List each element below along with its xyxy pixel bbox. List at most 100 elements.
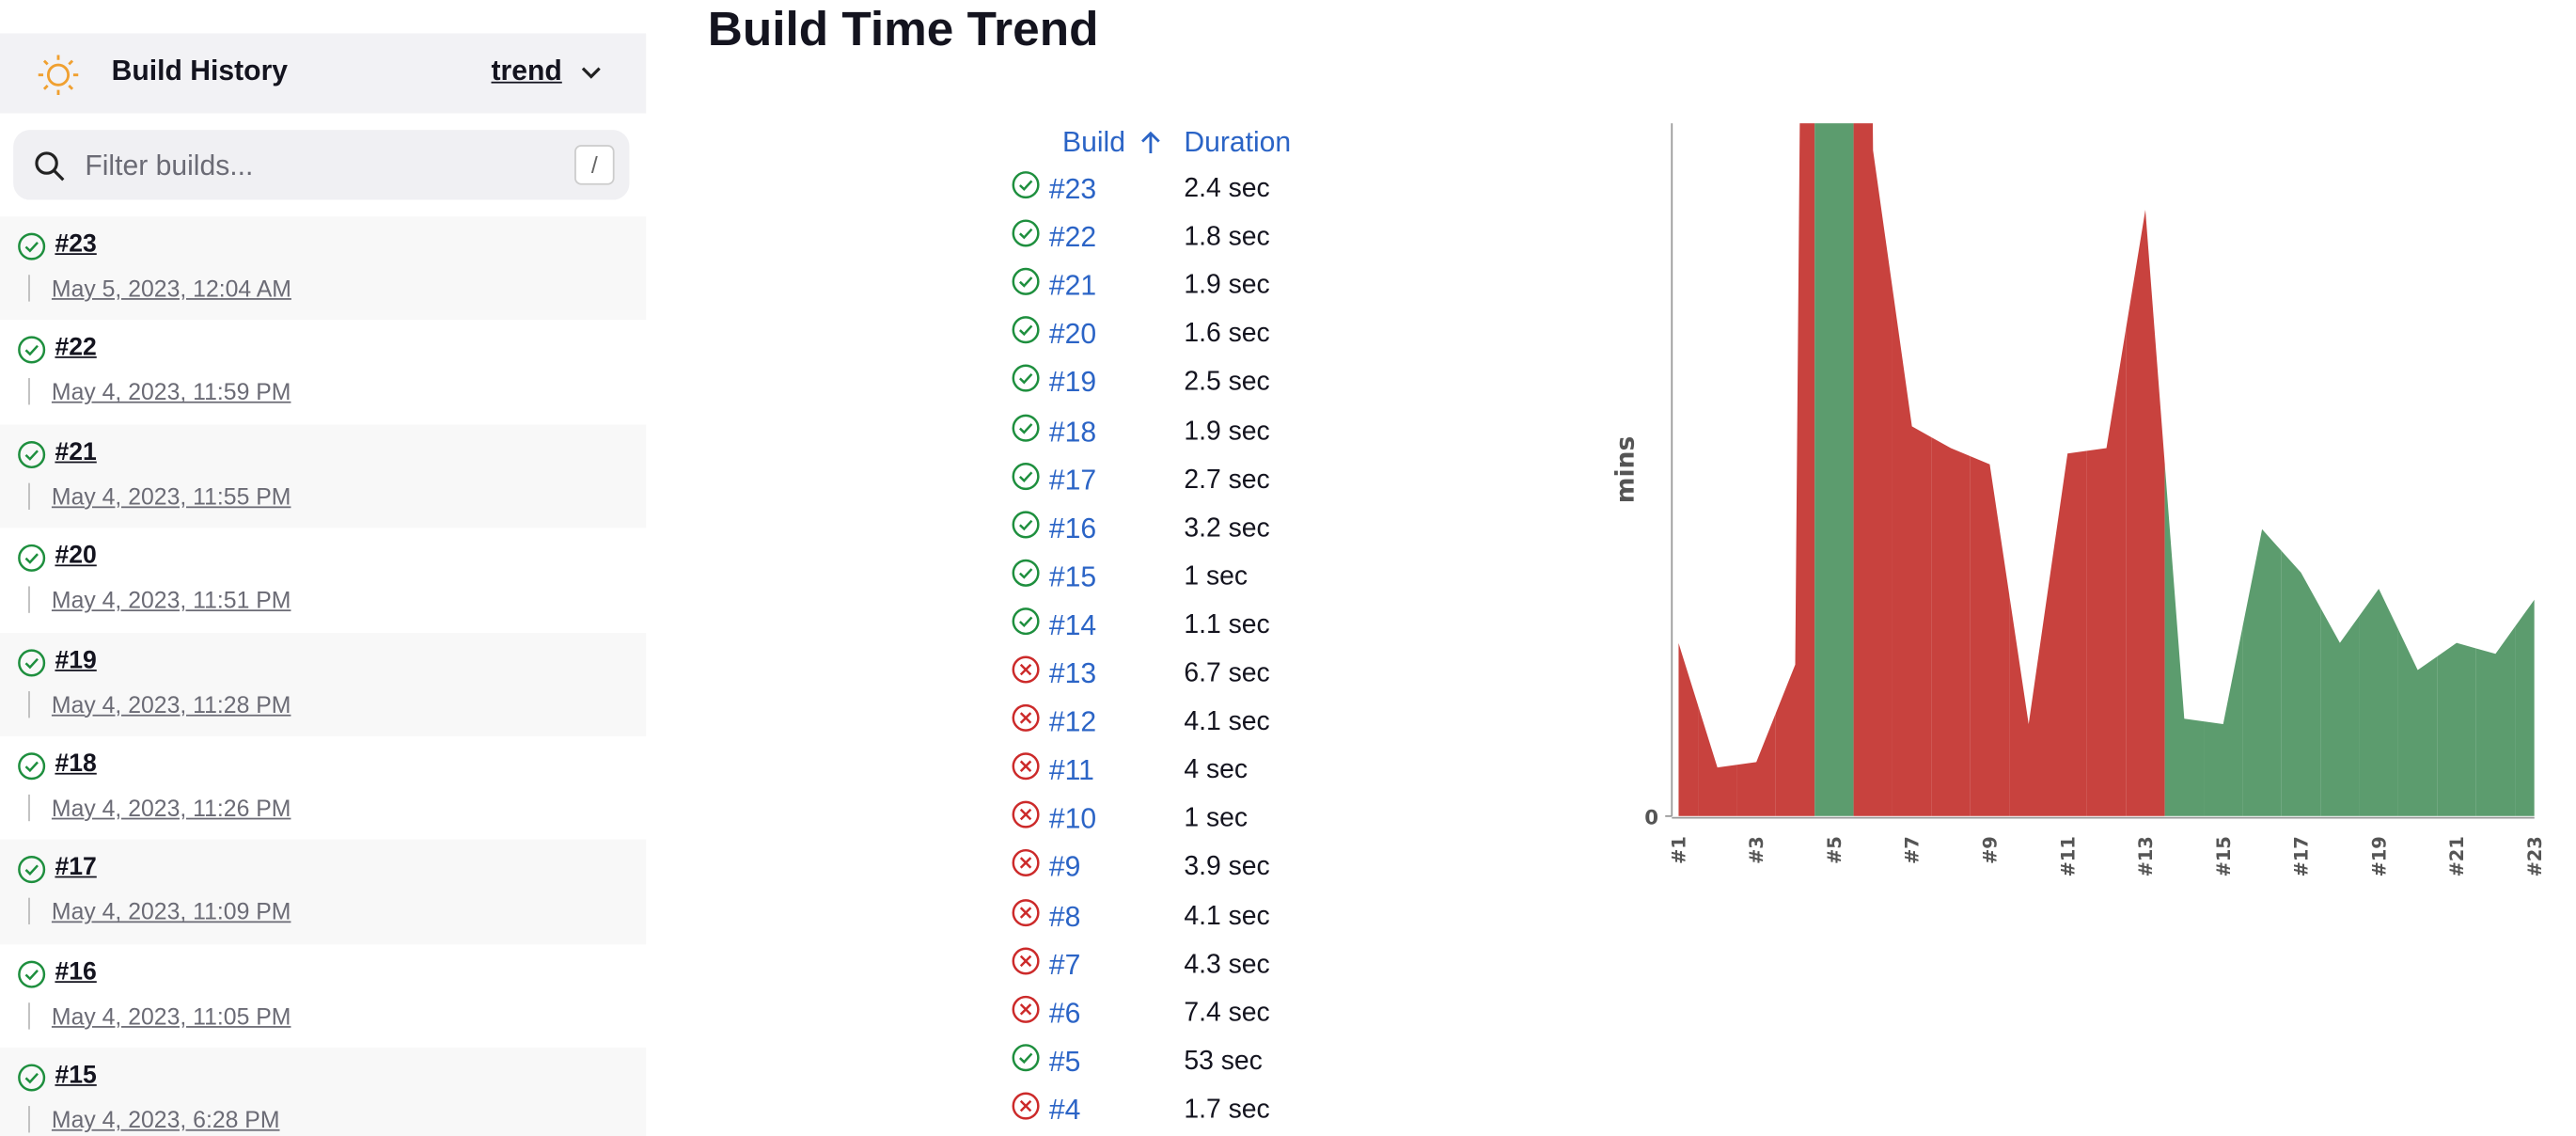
build-link[interactable]: #18 (1048, 415, 1097, 448)
build-date[interactable]: May 4, 2023, 11:55 PM (51, 482, 291, 510)
icon-circle (1012, 413, 1040, 441)
build-link[interactable]: #21 (1048, 270, 1097, 302)
build-date[interactable]: May 4, 2023, 11:51 PM (51, 586, 291, 614)
build-row[interactable]: #18 May 4, 2023, 11:26 PM (0, 736, 646, 841)
success-icon (18, 960, 46, 988)
build-link[interactable]: #19 (1048, 367, 1097, 400)
x-tick-label: #19 (2368, 836, 2390, 876)
build-date[interactable]: May 4, 2023, 11:09 PM (51, 898, 291, 925)
build-link[interactable]: #7 (1048, 948, 1081, 981)
sidebar-title: Build History (111, 55, 289, 87)
area-segment (2320, 607, 2360, 816)
build-row[interactable]: #20 May 4, 2023, 11:51 PM (0, 529, 646, 633)
icon-circle (1012, 946, 1040, 974)
build-link[interactable]: #4 (1048, 1094, 1081, 1127)
icon-circle (18, 440, 46, 468)
area-segment (2515, 599, 2535, 816)
build-link[interactable]: #8 (1048, 900, 1081, 932)
icon-check (24, 1073, 39, 1084)
build-link[interactable]: #17 (1048, 464, 1097, 497)
build-date[interactable]: May 4, 2023, 11:28 PM (51, 690, 291, 718)
build-link[interactable]: #10 (1048, 803, 1097, 835)
sidebar: Build History trend Filter builds... / #… (0, 0, 647, 1136)
failed-icon (1012, 849, 1040, 877)
icon-check (1019, 325, 1033, 337)
build-link[interactable]: #9 (1048, 851, 1081, 884)
x-tick-label: #17 (2291, 836, 2313, 876)
area-segment (2397, 629, 2438, 816)
build-row[interactable]: #17 May 4, 2023, 11:09 PM (0, 840, 647, 944)
success-icon (18, 232, 46, 260)
filter-input[interactable]: Filter builds... / (13, 130, 630, 200)
build-row[interactable]: #16 May 4, 2023, 11:05 PM (0, 944, 646, 1049)
build-row[interactable]: #23 May 5, 2023, 12:04 AM (0, 216, 647, 321)
icon-cross (1019, 1002, 1032, 1015)
build-number[interactable]: #21 (55, 437, 97, 466)
build-link[interactable]: #6 (1048, 997, 1081, 1030)
timeline-bar (28, 275, 30, 302)
icon-cross (1019, 1099, 1032, 1112)
filter-placeholder: Filter builds... (85, 150, 254, 182)
build-number[interactable]: #23 (55, 229, 97, 259)
failed-icon (1012, 995, 1040, 1023)
build-number[interactable]: #20 (55, 541, 97, 571)
build-number[interactable]: #18 (55, 749, 97, 779)
build-link[interactable]: #5 (1048, 1045, 1081, 1078)
build-link[interactable]: #23 (1048, 173, 1097, 205)
build-link[interactable]: #11 (1048, 754, 1094, 787)
icon-check (24, 969, 39, 981)
icon-circle (1012, 462, 1040, 490)
icon-check (24, 865, 39, 876)
icon-check (24, 657, 39, 669)
build-link[interactable]: #22 (1048, 221, 1097, 254)
build-link[interactable]: #15 (1048, 560, 1097, 593)
build-link[interactable]: #13 (1048, 657, 1097, 690)
chevron-icon[interactable] (579, 63, 603, 83)
duration: 2.7 sec (1184, 465, 1270, 495)
duration-column-header[interactable]: Duration (1184, 126, 1292, 159)
build-date[interactable]: May 4, 2023, 11:05 PM (51, 1002, 291, 1030)
build-row[interactable]: #15 May 4, 2023, 6:28 PM (0, 1048, 647, 1136)
x-tick-label: #23 (2524, 836, 2546, 876)
icon-check (1019, 422, 1033, 434)
build-link[interactable]: #16 (1048, 512, 1097, 544)
sidebar-header: Build History trend (0, 33, 647, 114)
icon-cross (1019, 857, 1032, 870)
success-icon (1012, 1043, 1040, 1071)
area-segment (2048, 450, 2087, 816)
duration: 1.8 sec (1184, 223, 1270, 252)
trend-link[interactable]: trend (491, 55, 562, 87)
icon-check (1019, 180, 1033, 191)
build-row[interactable]: #21 May 4, 2023, 11:55 PM (0, 424, 647, 529)
area-segment (1853, 123, 1893, 816)
build-row[interactable]: #22 May 4, 2023, 11:59 PM (0, 321, 646, 425)
duration: 1 sec (1184, 562, 1249, 592)
build-link[interactable]: #20 (1048, 318, 1097, 351)
build-number[interactable]: #19 (55, 645, 97, 674)
build-number[interactable]: #22 (55, 333, 97, 363)
icon-circle (1012, 849, 1040, 877)
build-number[interactable]: #17 (55, 853, 97, 882)
build-link[interactable]: #12 (1048, 706, 1097, 738)
build-date[interactable]: May 5, 2023, 12:04 AM (51, 275, 291, 302)
area-segment (1678, 642, 1699, 816)
build-number[interactable]: #15 (55, 1061, 97, 1090)
build-row[interactable]: #19 May 4, 2023, 11:28 PM (0, 632, 647, 736)
timeline-bar (28, 1002, 30, 1030)
icon-circle (1012, 1092, 1040, 1120)
x-tick-label: #1 (1668, 836, 1689, 864)
build-link[interactable]: #14 (1048, 609, 1097, 641)
build-date[interactable]: May 4, 2023, 11:26 PM (51, 794, 291, 822)
icon-circle (18, 856, 46, 884)
icon-circle (1012, 316, 1040, 344)
build-date[interactable]: May 4, 2023, 6:28 PM (51, 1106, 280, 1133)
build-date[interactable]: May 4, 2023, 11:59 PM (51, 378, 291, 406)
icon-check (1019, 470, 1033, 482)
area-segment (2437, 642, 2476, 816)
build-number[interactable]: #16 (55, 957, 97, 986)
icon-circle (18, 1064, 46, 1092)
duration: 7.4 sec (1184, 999, 1270, 1028)
build-column-header[interactable]: Build (1062, 126, 1125, 159)
failed-icon (1012, 704, 1040, 733)
success-icon (1012, 559, 1040, 587)
